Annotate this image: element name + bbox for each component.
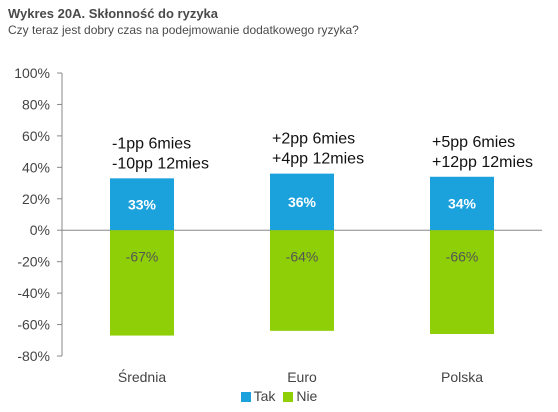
legend-item-tak: Tak (240, 388, 276, 404)
bar-tak (110, 178, 174, 231)
legend-item-nie: Nie (283, 388, 317, 404)
category-label: Euro (287, 369, 317, 385)
change-annotation: -1pp 6mies (112, 135, 191, 152)
legend-swatch-nie (283, 392, 294, 403)
y-tick-label: -40% (17, 285, 50, 301)
y-tick-label: 40% (22, 159, 50, 175)
y-tick-label: -20% (17, 254, 50, 270)
change-annotation: +4pp 12mies (272, 151, 364, 168)
data-label-tak: 33% (128, 196, 157, 212)
chart-subtitle: Czy teraz jest dobry czas na podejmowani… (8, 23, 359, 37)
change-annotation: +5pp 6mies (432, 134, 515, 151)
data-label-tak: 36% (288, 194, 317, 210)
data-label-nie: -64% (286, 249, 319, 265)
y-tick-label: 60% (22, 128, 50, 144)
change-annotation: +12pp 12mies (432, 154, 533, 171)
change-annotation: -10pp 12mies (112, 155, 209, 172)
category-label: Średnia (118, 368, 166, 385)
y-tick-label: 80% (22, 96, 50, 112)
legend-label-tak: Tak (253, 388, 276, 404)
data-label-tak: 34% (448, 195, 477, 211)
bar-nie (270, 230, 334, 331)
legend-label-nie: Nie (296, 388, 318, 404)
y-tick-label: -60% (17, 317, 50, 333)
legend: Tak Nie (0, 388, 558, 404)
category-label: Polska (441, 369, 483, 385)
bar-tak (430, 176, 494, 231)
chart-title: Wykres 20A. Skłonność do ryzyka (8, 6, 219, 21)
data-label-nie: -66% (446, 249, 479, 265)
y-tick-label: -80% (17, 348, 50, 364)
bar-tak (270, 173, 334, 231)
data-label-nie: -67% (126, 249, 159, 265)
y-tick-label: 20% (22, 191, 50, 207)
change-annotation: +2pp 6mies (272, 131, 355, 148)
bar-nie (110, 230, 174, 336)
bar-nie (430, 230, 494, 334)
y-tick-label: 0% (30, 222, 50, 238)
legend-swatch-tak (240, 392, 251, 403)
y-tick-label: 100% (14, 65, 50, 81)
